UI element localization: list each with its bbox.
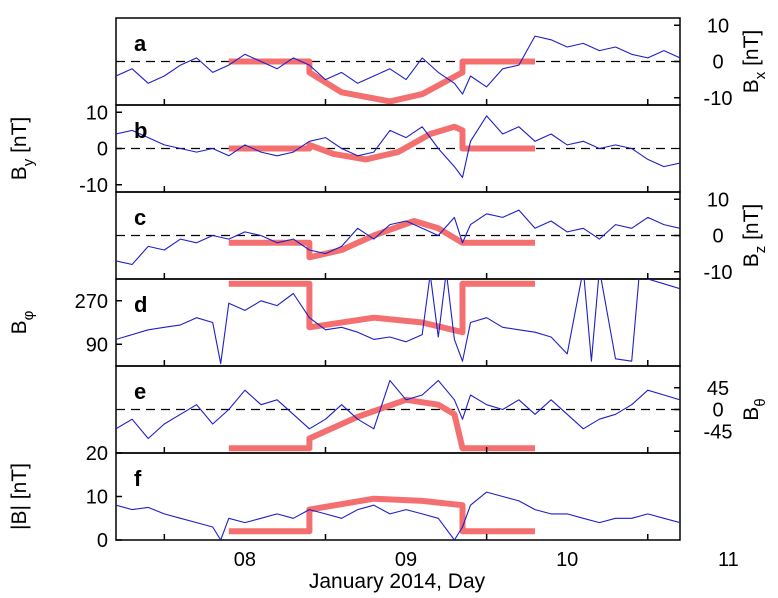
model-series-line (228, 280, 535, 336)
y-axis-label: Bz [nT] (740, 204, 769, 268)
panels-group: 10 0 -10 a Bx [nT] 10 0 -10 b By [nT] 10 0 -10 c Bz [n… (8, 15, 769, 552)
y-tick-label: -10 (704, 262, 733, 284)
y-axis-label: Bx [nT] (740, 30, 769, 94)
model-series-line (228, 218, 535, 261)
observed-series-line (116, 491, 680, 540)
y-tick-label: -10 (704, 88, 733, 110)
panel-frame (115, 104, 681, 193)
panel-frame (115, 452, 681, 541)
panel-letter: e (134, 379, 146, 404)
panel-b: 10 0 -10 b By [nT] (8, 102, 681, 197)
panel-letter: a (134, 31, 147, 56)
x-tick-label: 10 (556, 549, 578, 571)
x-axis-label: January 2014, Day (309, 570, 486, 593)
panel-d: 270 90 d Bφ (8, 278, 681, 367)
y-tick-label: 10 (86, 102, 108, 124)
panel-letter: f (134, 466, 142, 491)
panel-c: 10 0 -10 c Bz [nT] (115, 189, 769, 284)
y-tick-label: 45 (707, 378, 729, 400)
y-tick-label: -45 (704, 421, 733, 443)
y-axis-label: By [nT] (8, 117, 37, 181)
model-series-line (228, 123, 535, 163)
y-tick-label: 0 (712, 226, 723, 248)
x-tick-label: 09 (395, 549, 417, 571)
y-tick-label: 10 (707, 189, 729, 211)
observed-series-line (116, 279, 680, 365)
y-tick-label: 10 (707, 15, 729, 37)
y-axis-label: |B| [nT] (8, 463, 31, 530)
panel-letter: d (134, 292, 147, 317)
y-tick-label: 20 (86, 443, 108, 465)
y-tick-label: 0 (97, 530, 108, 552)
y-tick-label: 10 (86, 487, 108, 509)
panel-letter: b (134, 118, 147, 143)
x-axis: 08 09 10 11 (163, 99, 739, 571)
panel-frame (115, 191, 681, 280)
y-tick-label: 90 (86, 334, 108, 356)
panel-f: 20 10 0 f |B| [nT] (8, 443, 681, 552)
panel-a: 10 0 -10 a Bx [nT] (115, 15, 769, 110)
panel-e: 450-45 e Bθ (115, 365, 769, 454)
observed-series-line (116, 115, 680, 179)
y-tick-label: -10 (79, 175, 108, 197)
observed-series-line (116, 379, 680, 440)
y-tick-label: 0 (712, 400, 723, 422)
y-tick-label: 0 (712, 52, 723, 74)
y-axis-label: Bθ (740, 398, 769, 420)
y-tick-label: 270 (75, 291, 108, 313)
model-series-line (228, 396, 535, 452)
observed-series-line (116, 35, 680, 95)
y-tick-label: 0 (97, 139, 108, 161)
y-axis-label: Bφ (8, 310, 37, 334)
x-tick-label: 08 (234, 549, 256, 571)
observed-series-line (116, 209, 680, 266)
x-tick-label: 11 (718, 549, 739, 571)
panel-letter: c (134, 205, 146, 230)
